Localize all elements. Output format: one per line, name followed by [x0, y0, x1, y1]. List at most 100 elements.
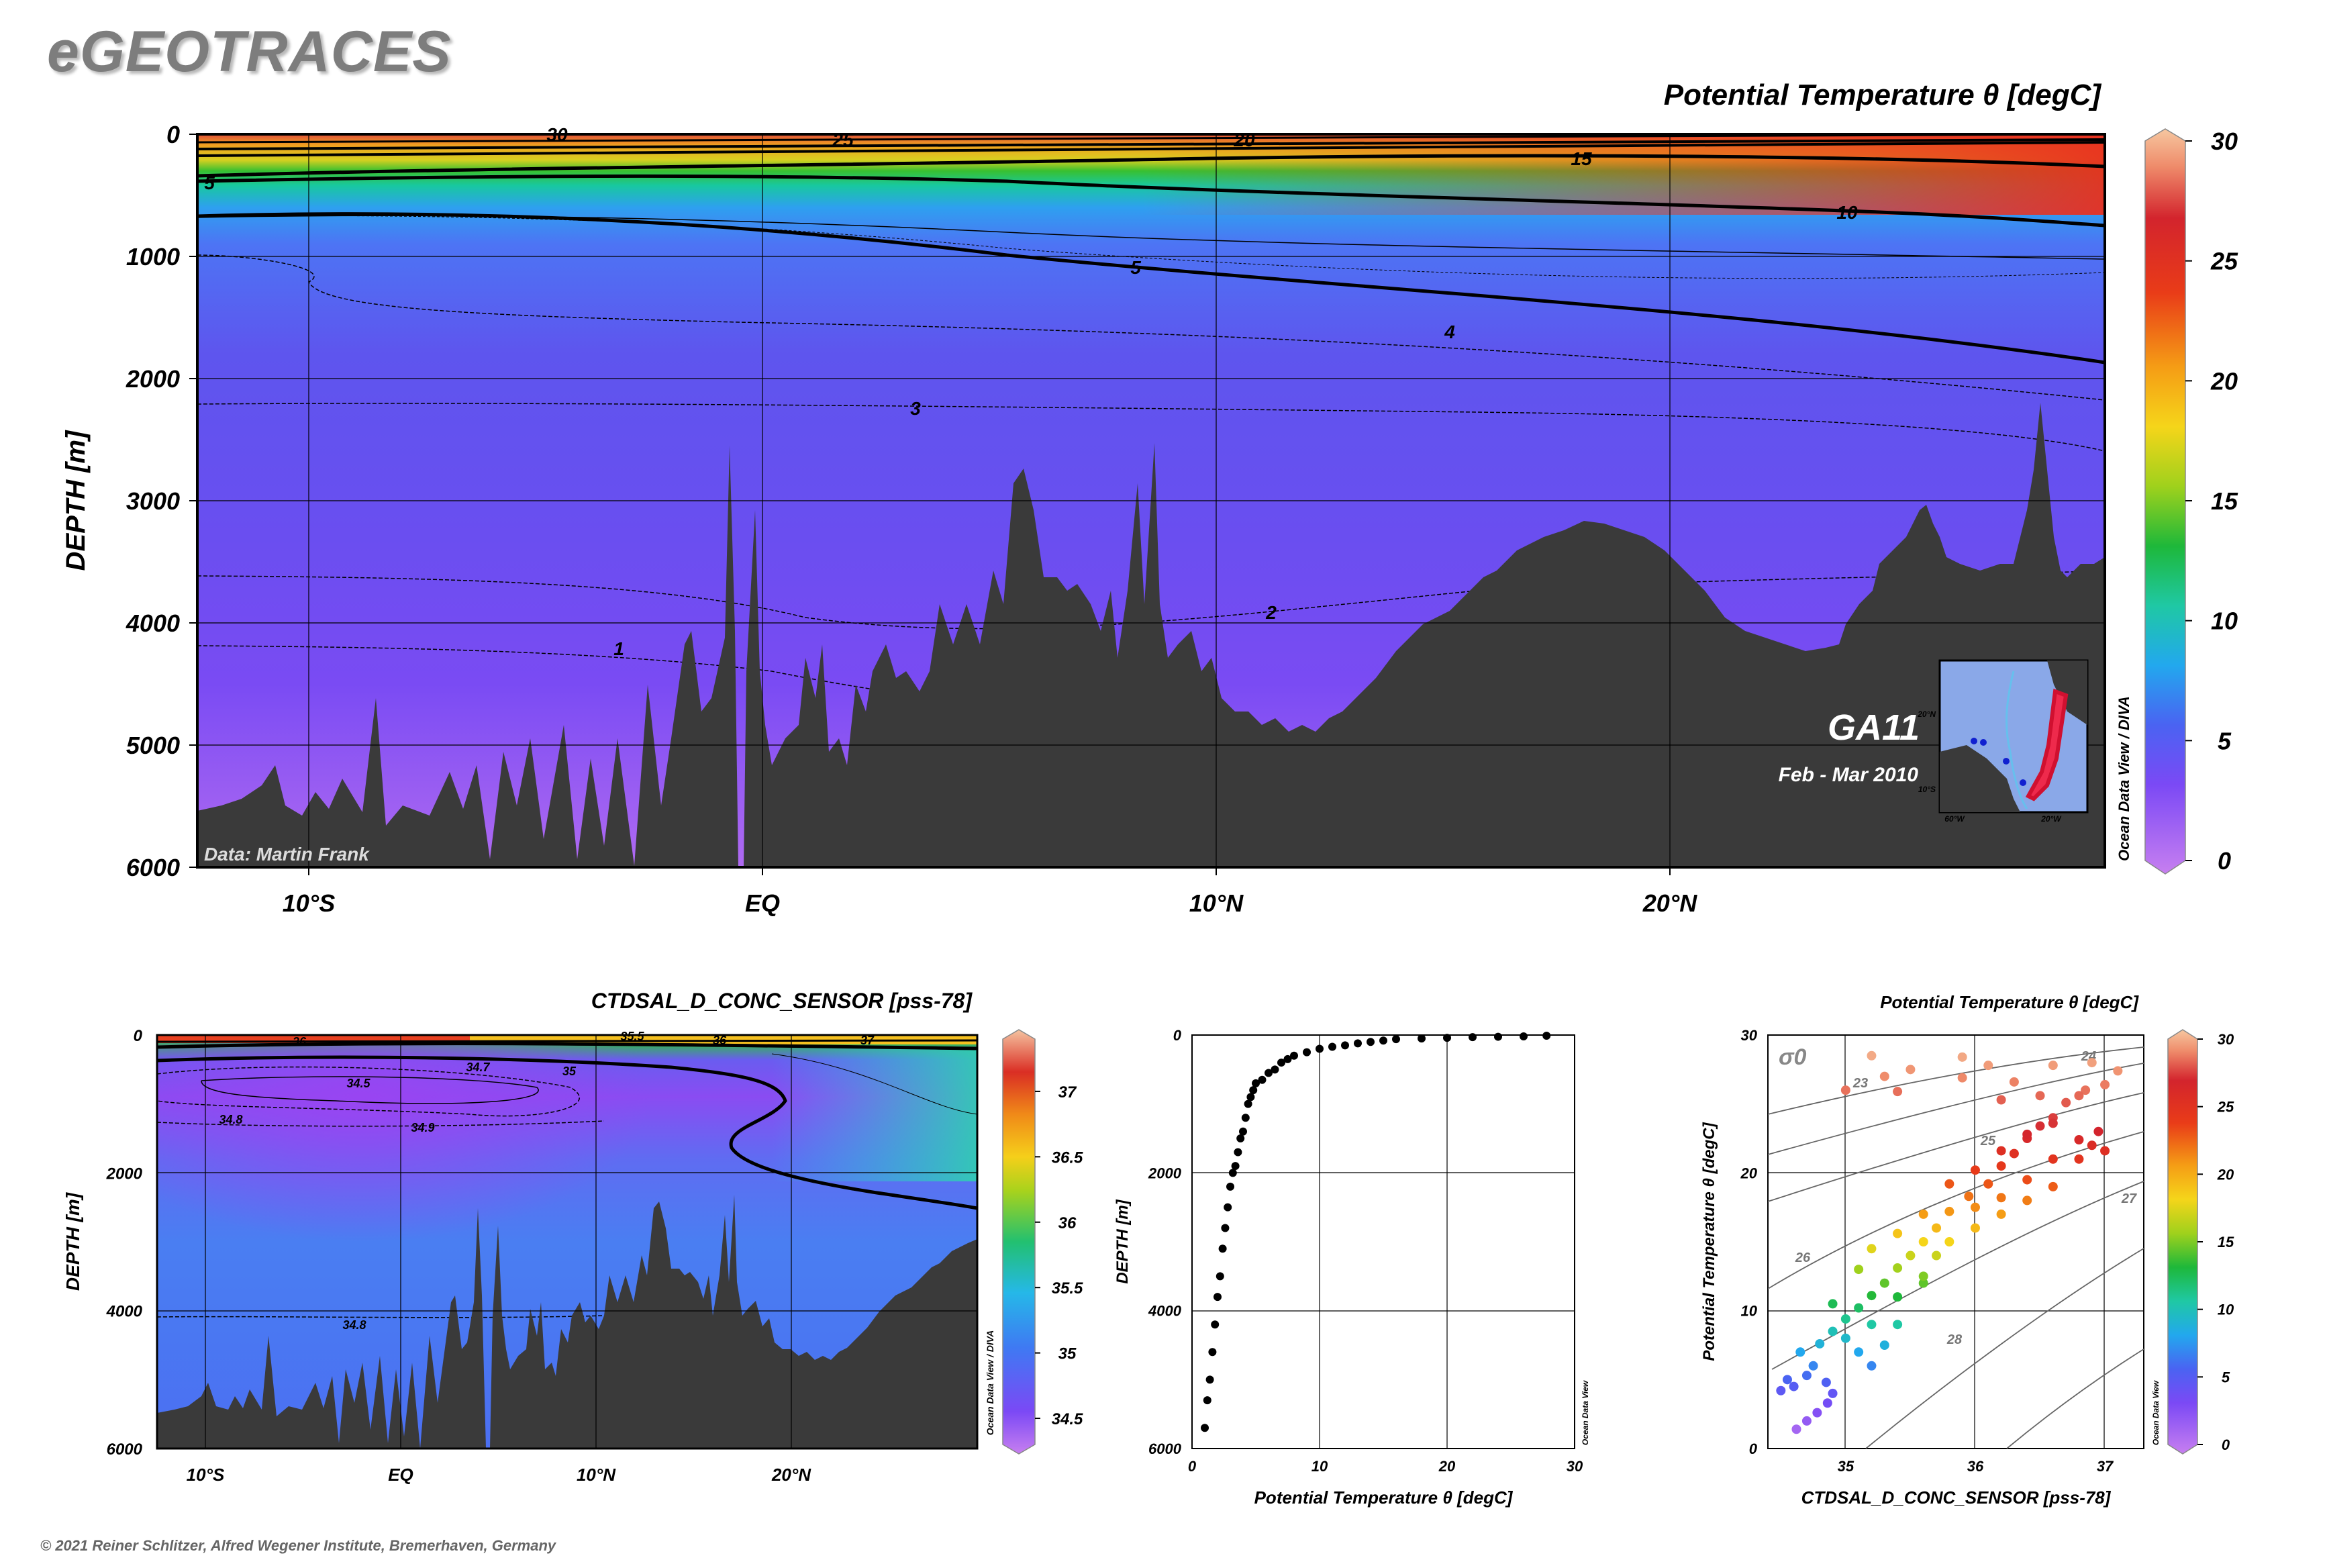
- profile-point: [1354, 1039, 1362, 1048]
- main-ytick-label: 3000: [126, 487, 180, 515]
- inset-lon-east: 20°W: [2040, 814, 2062, 824]
- profile-point: [1201, 1424, 1209, 1432]
- ts-point: [1879, 1071, 1889, 1081]
- salinity-contour-label: 34.9: [411, 1121, 434, 1134]
- ts-point: [2074, 1091, 2084, 1101]
- ts-point: [1893, 1292, 1903, 1302]
- ts-point: [1893, 1320, 1903, 1330]
- ts-point: [1893, 1263, 1903, 1273]
- main-contour-label: 30: [546, 124, 568, 145]
- ts-point: [2074, 1154, 2084, 1164]
- salinity-gridlines: [157, 1035, 977, 1449]
- isopycnal-label: 23: [1852, 1076, 1868, 1091]
- profile-point: [1216, 1272, 1224, 1281]
- main-colorbar-tick-label: 0: [2218, 847, 2231, 875]
- ts-point: [1828, 1388, 1838, 1398]
- main-contour-label: 15: [1571, 148, 1592, 169]
- isohaline-35: [157, 1055, 977, 1210]
- ts-title: Potential Temperature θ [degC]: [1880, 992, 2139, 1012]
- main-xtick-label: EQ: [745, 889, 780, 917]
- profile-point: [1224, 1203, 1232, 1212]
- profile-point: [1271, 1065, 1279, 1074]
- main-title: Potential Temperature θ [degC]: [1664, 79, 2102, 111]
- salinity-contour-label: 36: [713, 1034, 727, 1047]
- main-ytick-label: 5000: [126, 732, 180, 759]
- salinity-contour-label: 34.7: [466, 1061, 490, 1074]
- profile-point: [1303, 1048, 1311, 1057]
- main-contour-label: 1: [613, 638, 624, 659]
- ts-point: [1970, 1202, 1980, 1212]
- profile-point: [1290, 1051, 1298, 1060]
- ts-point: [1918, 1237, 1928, 1246]
- profile-point: [1218, 1244, 1227, 1253]
- profile-point: [1203, 1396, 1211, 1405]
- main-ytick-label: 4000: [126, 609, 180, 637]
- ts-ylabel: Potential Temperature θ [degC]: [1700, 1122, 1718, 1361]
- isotherm-15: [197, 154, 2105, 178]
- ts-point: [2113, 1066, 2123, 1076]
- profile-frame: [1191, 1034, 1575, 1449]
- profile-point: [1211, 1320, 1220, 1329]
- salinity-colorbar-tick-label: 36: [1058, 1214, 1077, 1232]
- ts-point: [1996, 1146, 2006, 1156]
- profile-point: [1246, 1093, 1255, 1101]
- ts-ytick-label: 30: [1741, 1027, 1758, 1044]
- profile-point: [1221, 1224, 1230, 1232]
- ts-colorbar: 0 5 10 15 20 25 30: [2167, 1029, 2234, 1455]
- profile-point: [1265, 1069, 1273, 1077]
- ts-point: [1789, 1381, 1799, 1391]
- ts-ytick-label: 10: [1741, 1303, 1758, 1320]
- ts-point: [1983, 1061, 1993, 1071]
- ts-point: [1867, 1244, 1877, 1254]
- ts-point: [2022, 1175, 2032, 1185]
- main-colorbar: 0 5 10 15 20 25 30: [2144, 128, 2238, 875]
- ts-point: [1944, 1237, 1954, 1246]
- ts-point: [1828, 1326, 1838, 1336]
- main-ytick-label: 0: [166, 121, 180, 148]
- profile-point: [1418, 1034, 1426, 1043]
- ts-point: [1944, 1179, 1954, 1189]
- main-colorbar-tick-label: 15: [2211, 487, 2238, 515]
- main-contour-label: 5: [204, 173, 215, 193]
- salinity-contour-label: 34.8: [219, 1113, 242, 1126]
- profile-point: [1208, 1348, 1217, 1357]
- salinity-section-panel: 0 2000 4000 6000 10°S EQ 10°N 20°N CTDSAL_D_CON…: [62, 989, 1083, 1485]
- ts-point: [2009, 1148, 2019, 1159]
- ts-point: [1791, 1424, 1801, 1434]
- salinity-colorbar-tick-label: 36.5: [1052, 1148, 1083, 1167]
- profile-point: [1494, 1032, 1502, 1041]
- ts-point: [1983, 1179, 1993, 1189]
- main-bathymetry: [197, 403, 2105, 867]
- ts-point: [1801, 1371, 1812, 1381]
- ts-point: [1944, 1206, 1954, 1216]
- profile-point: [1520, 1032, 1528, 1041]
- ts-colorbar-tick-label: 30: [2218, 1031, 2234, 1048]
- ts-point: [1854, 1303, 1864, 1313]
- main-ytick-label: 1000: [126, 243, 180, 271]
- ts-point: [1782, 1375, 1792, 1385]
- salinity-xtick-label: 10°S: [187, 1465, 225, 1485]
- ts-point: [1964, 1191, 1974, 1202]
- brand-logo: eGEOTRACES: [47, 19, 452, 84]
- profile-point: [1205, 1375, 1214, 1384]
- profile-ytick-label: 4000: [1148, 1303, 1182, 1320]
- ts-point: [1808, 1361, 1818, 1371]
- ts-point: [1957, 1052, 1967, 1062]
- ts-point: [2048, 1181, 2058, 1191]
- ts-point: [1932, 1223, 1942, 1233]
- inset-lon-west: 60°W: [1944, 814, 1965, 824]
- profile-point: [1231, 1162, 1240, 1171]
- profile-points: [1201, 1032, 1551, 1432]
- profile-point: [1234, 1148, 1242, 1157]
- profile-point: [1283, 1055, 1292, 1063]
- profile-point: [1367, 1038, 1375, 1046]
- ts-point: [1867, 1361, 1877, 1371]
- copyright-note: © 2021 Reiner Schlitzer, Alfred Wegener …: [40, 1537, 556, 1554]
- ts-point: [2048, 1118, 2058, 1128]
- profile-point: [1443, 1034, 1451, 1042]
- ts-xtick-label: 37: [2097, 1458, 2114, 1475]
- isotherm-2: [197, 570, 2105, 630]
- ts-point: [1822, 1398, 1832, 1408]
- salinity-colorbar-tick-label: 34.5: [1052, 1410, 1083, 1428]
